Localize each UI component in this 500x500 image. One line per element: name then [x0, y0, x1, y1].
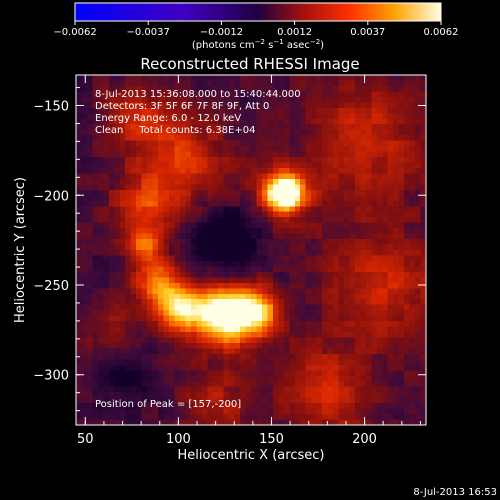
colorbar-tick-label: −0.0012 [200, 27, 243, 38]
heatmap-raster [76, 75, 426, 425]
colorbar-tick-label: −0.0037 [127, 27, 170, 38]
info-line-time: 8-Jul-2013 15:36:08.000 to 15:40:44.000 [95, 89, 301, 100]
y-tick-label: −250 [33, 279, 69, 294]
x-axis-label: Heliocentric X (arcsec) [178, 448, 325, 463]
x-tick-label: 150 [259, 432, 284, 447]
colorbar-tick-label: 0.0062 [424, 27, 459, 38]
info-line-energy: Energy Range: 6.0 - 12.0 keV [95, 113, 241, 124]
colorbar-tick-label: 0.0012 [277, 27, 312, 38]
colorbar-tick-label: −0.0062 [53, 27, 96, 38]
y-tick-label: −200 [33, 189, 69, 204]
x-tick-label: 100 [166, 432, 191, 447]
footer-date: 8-Jul-2013 16:53 [413, 487, 497, 498]
info-line-counts: Clean Total counts: 6.38E+04 [95, 125, 255, 136]
heatmap-image [76, 75, 426, 425]
y-tick-label: −150 [33, 100, 69, 115]
peak-position-label: Position of Peak = [157,-200] [95, 399, 241, 410]
y-axis-label: Heliocentric Y (arcsec) [13, 177, 28, 323]
plot-frame [75, 74, 427, 426]
colorbar-units: (photons cm−2 s−1 asec−2) [192, 38, 324, 51]
x-tick-label: 200 [352, 432, 377, 447]
info-block: 8-Jul-2013 15:36:08.000 to 15:40:44.000 … [95, 89, 301, 136]
chart-title: Reconstructed RHESSI Image [140, 55, 359, 73]
y-tick-label: −300 [33, 369, 69, 384]
x-tick-label: 50 [77, 432, 94, 447]
axis-ticks: 50 100 150 200 −150 −200 −250 −300 [33, 75, 426, 447]
colorbar: −0.0062 −0.0037 −0.0012 0.0012 0.0037 0.0062 … [53, 2, 459, 51]
info-line-detectors: Detectors: 3F 5F 6F 7F 8F 9F, Att 0 [95, 101, 269, 112]
colorbar-tick-label: 0.0037 [350, 27, 385, 38]
colorbar-gradient [74, 2, 442, 22]
